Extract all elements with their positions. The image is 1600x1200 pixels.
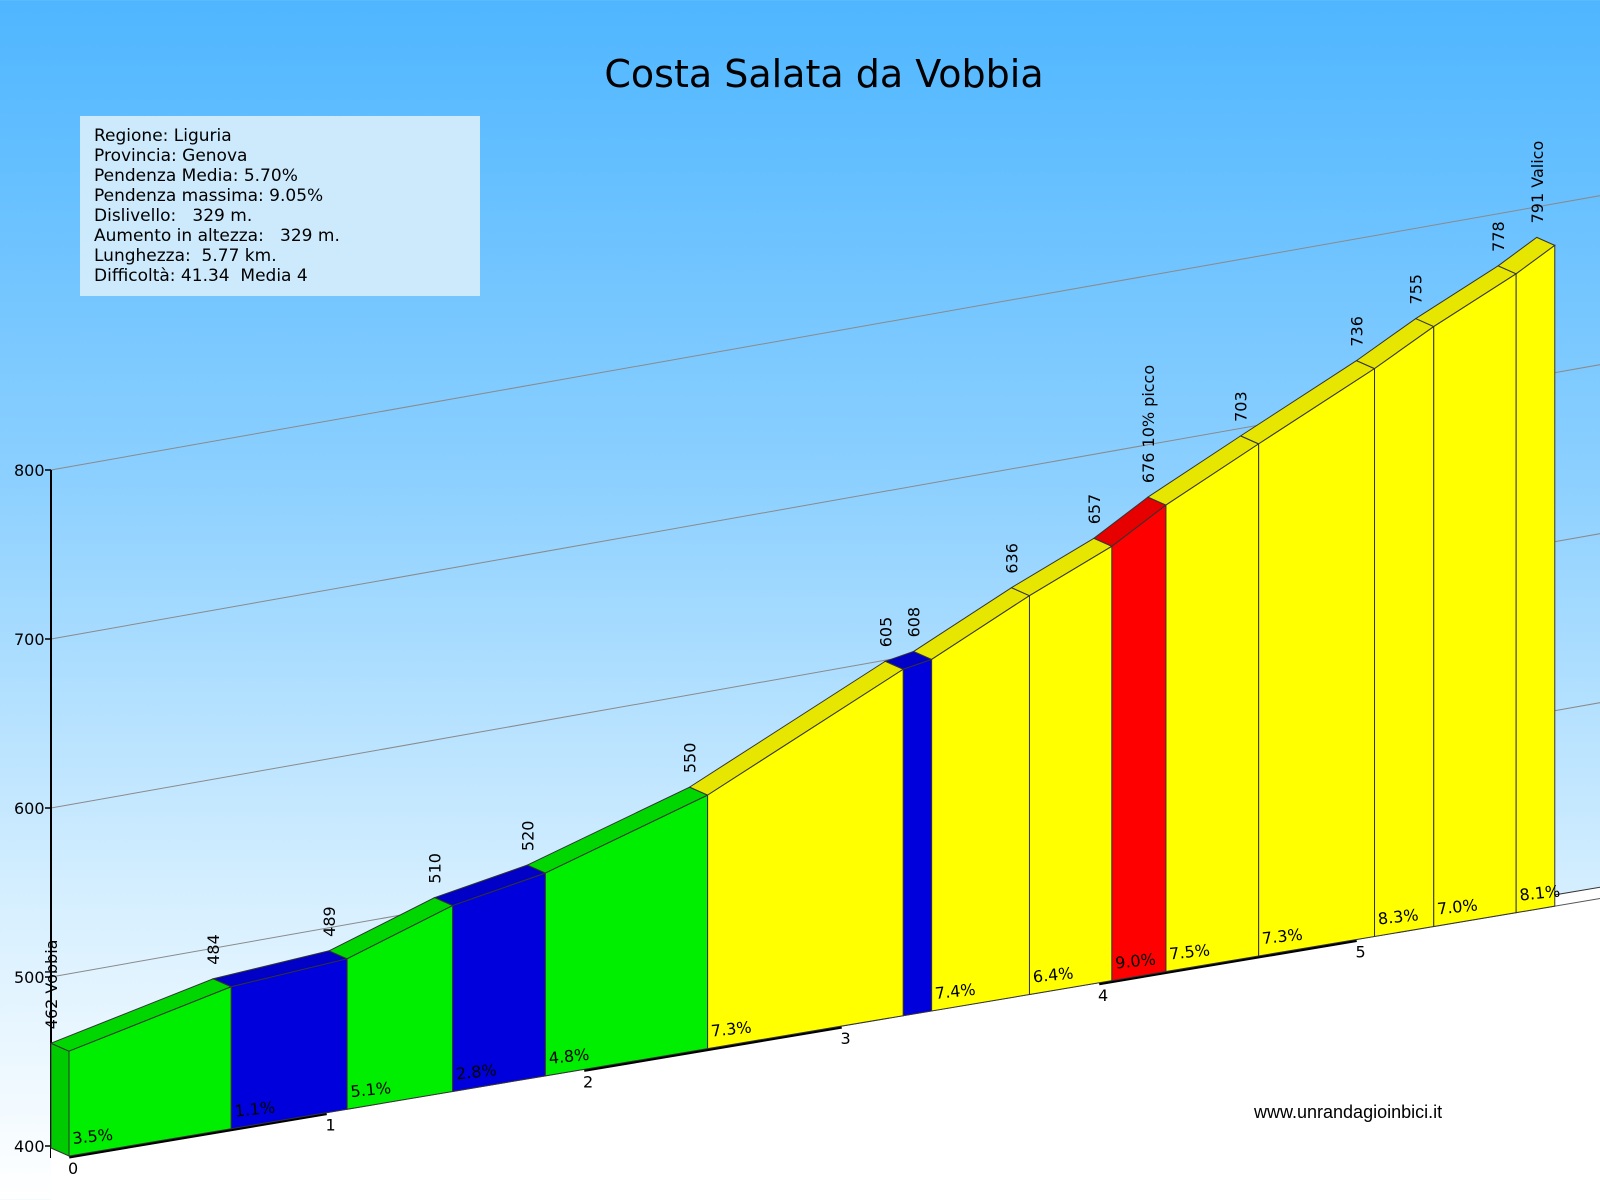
website-credit: www.unrandagioinbici.it bbox=[1254, 1102, 1443, 1122]
x-tick-label: 1 bbox=[326, 1116, 336, 1135]
altitude-label: 605 bbox=[876, 617, 895, 648]
x-tick-label: 4 bbox=[1098, 986, 1108, 1005]
grade-label: 7.3% bbox=[1261, 925, 1303, 948]
climb-info-box: Regione: Liguria Provincia: Genova Pende… bbox=[80, 116, 480, 296]
profile-segment bbox=[902, 658, 933, 1017]
grade-label: 5.1% bbox=[350, 1078, 392, 1101]
profile-segment bbox=[1028, 545, 1113, 996]
gridline bbox=[50, 195, 1600, 471]
y-tick-label: 500 bbox=[14, 968, 45, 987]
profile-segment bbox=[1515, 244, 1556, 914]
altitude-label: 755 bbox=[1407, 274, 1426, 305]
altitude-label: 636 bbox=[1002, 543, 1021, 574]
altitude-label: 778 bbox=[1489, 221, 1508, 252]
grade-label: 7.4% bbox=[934, 980, 976, 1003]
grade-label: 9.0% bbox=[1114, 949, 1156, 972]
altitude-label: 736 bbox=[1348, 316, 1367, 347]
grade-label: 6.4% bbox=[1032, 963, 1074, 986]
grade-label: 7.0% bbox=[1436, 895, 1478, 918]
altitude-label: 703 bbox=[1232, 391, 1251, 422]
info-pendenza-massima: Pendenza massima: 9.05% bbox=[94, 186, 324, 206]
x-tick-label: 3 bbox=[841, 1029, 851, 1048]
info-lunghezza: Lunghezza: 5.77 km. bbox=[94, 246, 277, 266]
altitude-label: 462 Vobbia bbox=[42, 940, 61, 1030]
altitude-label: 510 bbox=[426, 853, 445, 884]
altitude-label: 791 Valico bbox=[1528, 141, 1547, 224]
altitude-label: 484 bbox=[204, 934, 223, 965]
grade-label: 8.3% bbox=[1377, 905, 1419, 928]
grade-label: 7.3% bbox=[710, 1017, 752, 1040]
grade-label: 4.8% bbox=[548, 1045, 590, 1068]
grade-label: 3.5% bbox=[71, 1125, 113, 1148]
x-tick-label: 5 bbox=[1356, 943, 1366, 962]
profile-segments bbox=[49, 236, 1556, 1157]
profile-segment bbox=[544, 794, 709, 1077]
altitude-label: 657 bbox=[1085, 494, 1104, 525]
profile-segment bbox=[1165, 442, 1260, 973]
info-aumento: Aumento in altezza: 329 m. bbox=[94, 226, 340, 246]
grade-label: 1.1% bbox=[234, 1098, 276, 1121]
profile-labels: 3.5% 1.1% 5.1% 2.8% 4.8% 7.3% 7.4% 6.4% 9.0% 7.5%… bbox=[42, 141, 1561, 1148]
y-tick-label: 600 bbox=[14, 799, 45, 818]
profile-segment bbox=[1258, 367, 1376, 957]
info-dislivello: Dislivello: 329 m. bbox=[94, 206, 253, 226]
profile-segment bbox=[931, 594, 1030, 1012]
altitude-label: 608 bbox=[905, 607, 924, 638]
x-tick-label: 0 bbox=[68, 1159, 78, 1178]
profile-segment bbox=[1433, 272, 1517, 928]
info-provincia: Provincia: Genova bbox=[94, 146, 248, 166]
info-difficolta: Difficoltà: 41.34 Media 4 bbox=[94, 266, 308, 286]
profile-side-panel bbox=[50, 1042, 70, 1157]
profile-segment bbox=[452, 872, 546, 1093]
y-axis: 400 500 600 700 800 bbox=[14, 461, 52, 1158]
x-tick-label: 2 bbox=[583, 1072, 593, 1091]
y-tick-label: 800 bbox=[14, 461, 45, 480]
altitude-label: 550 bbox=[681, 743, 700, 774]
profile-segment bbox=[1374, 325, 1435, 938]
altitude-label: 489 bbox=[320, 906, 339, 937]
grade-label: 2.8% bbox=[455, 1060, 497, 1083]
altitude-label: 520 bbox=[518, 821, 537, 852]
altitude-label: 676 10% picco bbox=[1139, 365, 1158, 483]
chart-title: Costa Salata da Vobbia bbox=[604, 52, 1044, 96]
y-tick-label: 700 bbox=[14, 630, 45, 649]
y-tick-label: 400 bbox=[14, 1137, 45, 1156]
info-regione: Regione: Liguria bbox=[94, 126, 232, 146]
grade-label: 7.5% bbox=[1168, 940, 1210, 963]
profile-segment bbox=[1111, 504, 1167, 982]
info-pendenza-media: Pendenza Media: 5.70% bbox=[94, 166, 298, 186]
grade-label: 8.1% bbox=[1519, 881, 1561, 904]
